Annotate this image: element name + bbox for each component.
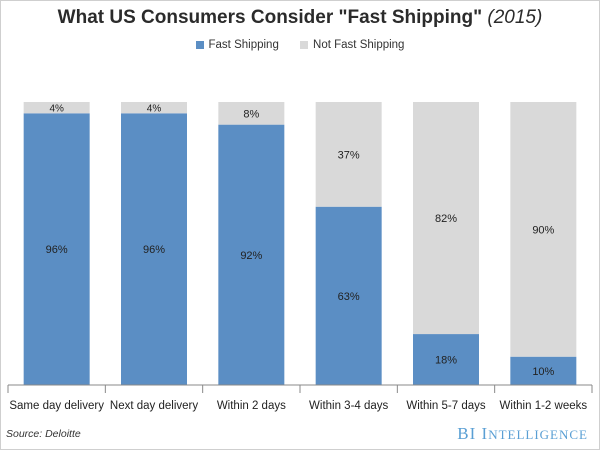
bar-fast-shipping-within-2-days	[218, 124, 285, 385]
x-tick-label-next-day-delivery: Next day delivery	[110, 400, 198, 412]
data-label-fast-shipping-within-1-2-weeks: 10%	[532, 366, 554, 378]
legend-item-not-fast-shipping: Not Fast Shipping	[300, 39, 404, 51]
data-label-not-fast-shipping-next-day-delivery: 4%	[147, 104, 162, 115]
x-tick-label-within-1-2-weeks: Within 1-2 weeks	[500, 400, 588, 412]
source-note: Source: Deloitte	[6, 428, 81, 440]
legend-item-fast-shipping: Fast Shipping	[195, 39, 279, 51]
bar-not-fast-shipping-within-2-days	[218, 102, 285, 125]
data-label-not-fast-shipping-same-day-delivery: 4%	[49, 104, 64, 115]
x-tick-label-within-2-days: Within 2 days	[217, 400, 286, 412]
data-label-not-fast-shipping-within-1-2-weeks: 90%	[532, 224, 554, 236]
bar-not-fast-shipping-within-3-4-days	[315, 102, 382, 207]
brand-rest: NTELLIGENCE	[488, 427, 588, 442]
data-label-not-fast-shipping-within-3-4-days: 37%	[338, 149, 360, 161]
legend-label-fast-shipping: Fast Shipping	[208, 39, 279, 51]
bar-not-fast-shipping-same-day-delivery	[23, 102, 90, 114]
x-tick-label-within-3-4-days: Within 3-4 days	[309, 400, 389, 412]
legend-swatch-not-fast-shipping	[300, 41, 309, 49]
data-label-fast-shipping-within-2-days: 92%	[240, 250, 262, 262]
bar-not-fast-shipping-next-day-delivery	[121, 102, 187, 114]
bar-fast-shipping-within-5-7-days	[413, 334, 479, 385]
brand-first-letter: I	[481, 424, 489, 443]
bar-fast-shipping-same-day-delivery	[23, 113, 90, 385]
bar-not-fast-shipping-within-1-2-weeks	[510, 102, 577, 357]
data-label-fast-shipping-next-day-delivery: 96%	[143, 244, 165, 256]
data-label-fast-shipping-same-day-delivery: 96%	[46, 244, 68, 256]
bar-fast-shipping-within-1-2-weeks	[510, 356, 577, 385]
legend-label-not-fast-shipping: Not Fast Shipping	[313, 39, 405, 51]
bar-not-fast-shipping-within-5-7-days	[413, 102, 479, 335]
chart-legend: Fast Shipping Not Fast Shipping	[0, 39, 600, 52]
x-tick-label-within-5-7-days: Within 5-7 days	[406, 400, 486, 412]
bar-fast-shipping-within-3-4-days	[315, 206, 382, 385]
chart-title-year: (2015)	[487, 7, 543, 28]
brand-logo: BI INTELLIGENCE	[457, 424, 588, 444]
chart-title-text: What US Consumers Consider "Fast Shippin…	[57, 7, 483, 28]
data-label-fast-shipping-within-3-4-days: 63%	[338, 291, 360, 303]
bar-fast-shipping-next-day-delivery	[121, 113, 187, 385]
legend-swatch-fast-shipping	[195, 41, 204, 49]
chart-title: What US Consumers Consider "Fast Shippin…	[0, 7, 600, 29]
data-label-not-fast-shipping-within-5-7-days: 82%	[435, 213, 457, 225]
data-label-not-fast-shipping-within-2-days: 8%	[243, 108, 259, 120]
brand-prefix: BI	[457, 424, 482, 443]
x-tick-label-same-day-delivery: Same day delivery	[9, 400, 104, 412]
data-label-fast-shipping-within-5-7-days: 18%	[435, 355, 457, 367]
